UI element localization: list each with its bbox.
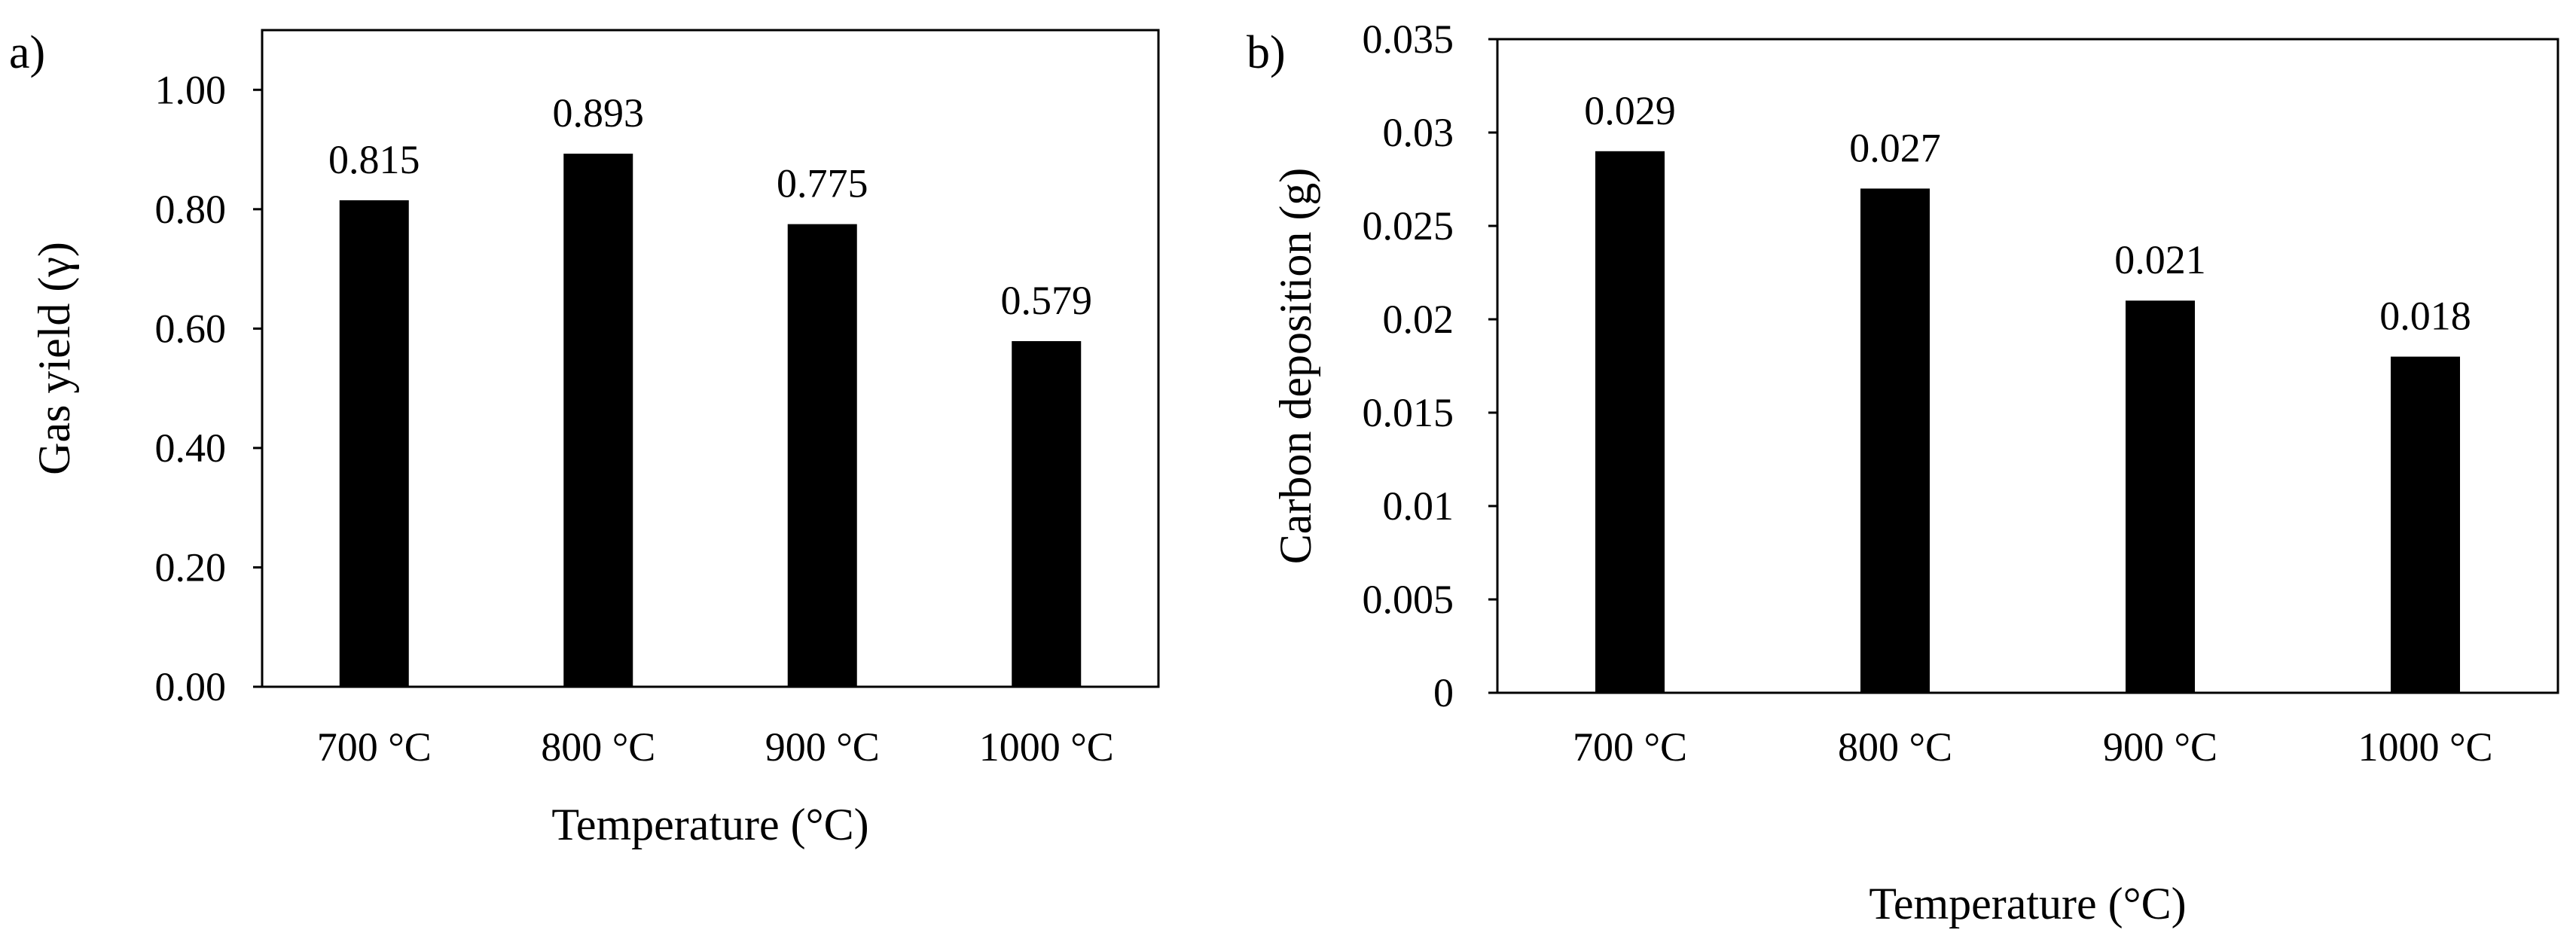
bar: [339, 200, 409, 688]
data-label: 0.815: [328, 137, 420, 182]
y-axis-title: Carbon deposition (g): [1271, 168, 1320, 565]
y-tick-label: 0.005: [1363, 577, 1454, 622]
data-label: 0.018: [2379, 294, 2471, 339]
x-tick-label: 900 °C: [765, 724, 880, 770]
y-tick-label: 0.01: [1383, 483, 1454, 529]
y-tick-label: 0.015: [1363, 390, 1454, 435]
bar: [1595, 151, 1665, 694]
plot-frame: [1496, 38, 2559, 694]
y-tick-label: 0.00: [155, 664, 227, 709]
data-label: 0.021: [2114, 237, 2206, 282]
data-label: 0.893: [553, 90, 645, 136]
y-tick-label: 0.60: [155, 306, 227, 351]
x-axis-title: Temperature (°C): [1869, 879, 2186, 928]
x-tick-label: 800 °C: [1838, 724, 1952, 770]
data-label: 0.027: [1849, 125, 1941, 170]
y-tick-label: 0.03: [1383, 110, 1454, 155]
chart-gas-yield: a) 0.00 0.20 0.40 0.60 0.80 1.00 0.815 700 °C 0.8…: [9, 27, 1160, 849]
data-label: 0.775: [777, 161, 868, 206]
bar: [787, 224, 857, 687]
x-tick-label: 700 °C: [1573, 724, 1687, 770]
y-axis-title: Gas yield (γ): [29, 242, 79, 475]
x-tick-label: 700 °C: [317, 724, 432, 770]
bar: [1012, 341, 1082, 687]
bar: [563, 154, 633, 687]
y-tick-label: 0.02: [1383, 297, 1454, 342]
chart-carbon-deposition: b) 0 0.005 0.01 0.015 0.02 0.025 0.03 0.035 0.029…: [1247, 17, 2559, 928]
bar: [2126, 300, 2195, 693]
x-tick-label: 800 °C: [541, 724, 655, 770]
x-tick-label: 1000 °C: [979, 724, 1114, 770]
y-tick-label: 0: [1433, 670, 1454, 715]
y-tick-label: 0.025: [1363, 203, 1454, 249]
data-label: 0.579: [1001, 278, 1093, 323]
x-axis-title: Temperature (°C): [551, 800, 868, 849]
y-tick-label: 0.80: [155, 187, 227, 232]
y-tick-label: 1.00: [155, 67, 227, 112]
panel-label: b): [1247, 27, 1286, 78]
plot-frame: [261, 29, 1160, 688]
y-tick-label: 0.40: [155, 425, 227, 471]
bar: [2391, 356, 2460, 693]
y-tick-label: 0.035: [1363, 17, 1454, 62]
bar: [1860, 188, 1930, 693]
panel-label: a): [9, 27, 45, 78]
y-tick-label: 0.20: [155, 544, 227, 590]
data-label: 0.029: [1584, 88, 1676, 133]
x-tick-label: 900 °C: [2103, 724, 2217, 770]
x-tick-label: 1000 °C: [2358, 724, 2492, 770]
